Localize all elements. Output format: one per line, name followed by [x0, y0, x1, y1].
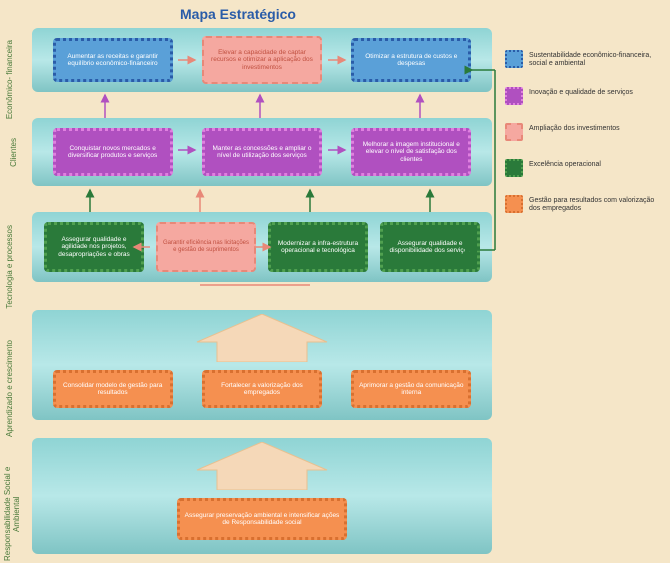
legend-item-purple: Inovação e qualidade de serviços [505, 87, 660, 105]
box-mercados: Conquistar novos mercados e diversificar… [53, 128, 173, 176]
box-imagem: Melhorar a imagem institucional e elevar… [351, 128, 471, 176]
legend-item-blue: Sustentabilidade econômico-financeira, s… [505, 50, 660, 69]
perspective-label-3: Tecnologia e processos [6, 225, 15, 309]
perspective-label-1: Econômico- financeira [6, 40, 15, 119]
box-custos: Otimizar a estrutura de custos e despesa… [351, 38, 471, 82]
legend-text-purple: Inovação e qualidade de serviços [529, 87, 633, 97]
legend-swatch-pink [505, 123, 523, 141]
box-licitacoes: Garantir eficiência nas licitações e ges… [156, 222, 256, 272]
big-arrow-responsabilidade [127, 442, 397, 490]
diagram-title: Mapa Estratégico [180, 6, 296, 22]
perspective-label-2: Clientes [10, 138, 19, 167]
legend-text-green: Excelência operacional [529, 159, 601, 169]
box-valorizacao: Fortalecer a valorização dos empregados [202, 370, 322, 408]
box-concessoes: Manter as concessões e ampliar o nível d… [202, 128, 322, 176]
box-qualidade-projetos: Assegurar qualidade e agilidade nos proj… [44, 222, 144, 272]
legend-swatch-purple [505, 87, 523, 105]
perspective-label-4: Aprendizado e crescimento [6, 340, 15, 437]
legend-text-pink: Ampliação dos investimentos [529, 123, 620, 133]
legend: Sustentabilidade econômico-financeira, s… [505, 50, 660, 232]
row-tecnologia: Assegurar qualidade e agilidade nos proj… [32, 212, 492, 282]
box-receitas: Aumentar as receitas e garantir equilíbr… [53, 38, 173, 82]
row-aprendizado: Consolidar modelo de gestão para resulta… [32, 310, 492, 420]
box-modernizar: Modernizar a infra-estrutura operacional… [268, 222, 368, 272]
legend-item-green: Excelência operacional [505, 159, 660, 177]
box-captar-recursos: Elevar a capacidade de captar recursos e… [202, 36, 322, 84]
row-economico: Aumentar as receitas e garantir equilíbr… [32, 28, 492, 92]
perspective-label-5: Responsabilidade Social e Ambiental [4, 465, 22, 563]
legend-swatch-orange [505, 195, 523, 213]
legend-item-orange: Gestão para resultados com valorização d… [505, 195, 660, 214]
legend-text-orange: Gestão para resultados com valorização d… [529, 195, 660, 214]
box-gestao-resultados: Consolidar modelo de gestão para resulta… [53, 370, 173, 408]
legend-item-pink: Ampliação dos investimentos [505, 123, 660, 141]
legend-swatch-green [505, 159, 523, 177]
box-preservacao: Assegurar preservação ambiental e intens… [177, 498, 347, 540]
row-responsabilidade: Assegurar preservação ambiental e intens… [32, 438, 492, 554]
big-arrow-aprendizado [127, 314, 397, 362]
row-clientes: Conquistar novos mercados e diversificar… [32, 118, 492, 186]
legend-text-blue: Sustentabilidade econômico-financeira, s… [529, 50, 660, 69]
legend-swatch-blue [505, 50, 523, 68]
box-comunicacao: Aprimorar a gestão da comunicação intern… [351, 370, 471, 408]
box-disponibilidade: Assegurar qualidade e disponibilidade do… [380, 222, 480, 272]
